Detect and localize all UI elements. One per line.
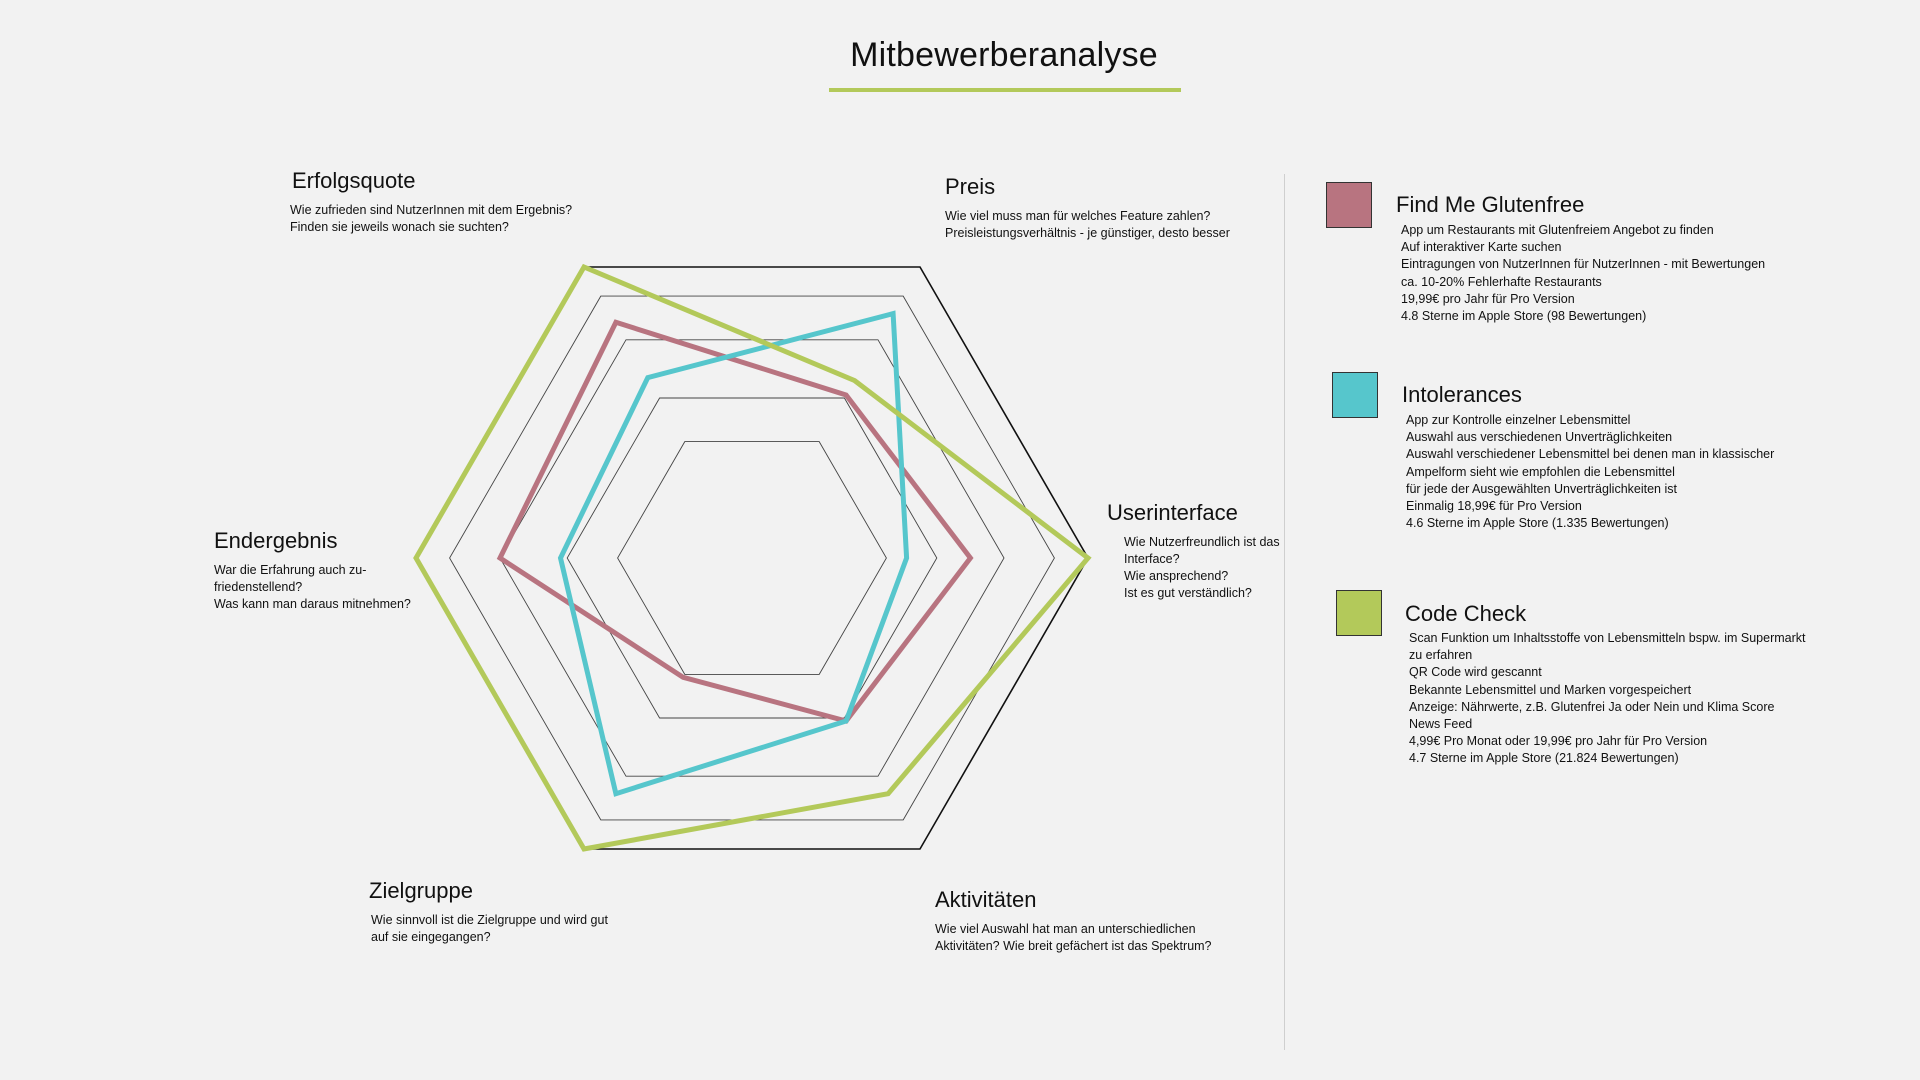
axis-description: Wie Nutzerfreundlich ist das Interface? … (1124, 535, 1280, 601)
legend-detail-line: Bekannte Lebensmittel und Marken vorgesp… (1409, 682, 1692, 697)
radar-grid-ring (449, 295, 1055, 821)
axis-label-preis: Preis Wie viel muss man für welches Feat… (945, 174, 1230, 242)
axis-title: Aktivitäten (935, 887, 1037, 912)
axis-label-endergebnis: Endergebnis War die Erfahrung auch zu- f… (214, 528, 411, 613)
axis-description: Wie viel Auswahl hat man an unterschiedl… (935, 922, 1212, 954)
radar-grid-ring (617, 441, 887, 675)
axis-description: War die Erfahrung auch zu- friedenstelle… (214, 563, 411, 612)
radar-series-code-check (413, 263, 1092, 852)
legend-detail-line: QR Code wird gescannt (1409, 665, 1542, 680)
legend-detail-line: Eintragungen von NutzerInnen für NutzerI… (1401, 257, 1766, 272)
legend-detail-line: Auswahl aus verschiedenen Unverträglichk… (1406, 430, 1673, 445)
legend-detail-line: 4,99€ Pro Monat oder 19,99€ pro Jahr für… (1409, 734, 1708, 749)
legend-detail-line: Scan Funktion um Inhaltsstoffe von Leben… (1409, 631, 1806, 645)
radar-chart (413, 263, 1092, 852)
legend-detail-line: 4.7 Sterne im Apple Store (21.824 Bewert… (1409, 751, 1679, 766)
legend-detail-line: Ampelform sieht wie empfohlen die Lebens… (1406, 464, 1675, 479)
axis-title: Erfolgsquote (292, 168, 416, 193)
title-underline (829, 88, 1181, 92)
radar-grid-ring (499, 339, 1005, 777)
legend-detail-line: für jede der Ausgewählten Unverträglichk… (1406, 481, 1677, 496)
legend-detail-line: 4.6 Sterne im Apple Store (1.335 Bewertu… (1406, 516, 1669, 531)
legend-name: Intolerances (1402, 382, 1522, 407)
axis-title: Userinterface (1107, 500, 1238, 525)
page-title: Mitbewerberanalyse (850, 36, 1158, 74)
axis-label-erfolgsquote: Erfolgsquote Wie zufrieden sind NutzerIn… (290, 168, 572, 236)
legend-detail-line: 19,99€ pro Jahr für Pro Version (1401, 291, 1575, 306)
legend-name: Find Me Glutenfree (1396, 192, 1585, 217)
legend-details: App zur Kontrolle einzelner Lebensmittel… (1406, 412, 1806, 532)
legend-name: Code Check (1405, 601, 1527, 626)
axis-title: Endergebnis (214, 528, 338, 553)
radar-series-intolerances (557, 310, 910, 797)
legend-detail-line: News Feed (1409, 717, 1473, 732)
legend-detail-line: ca. 10-20% Fehlerhafte Restaurants (1401, 274, 1602, 289)
axis-title: Preis (945, 174, 996, 199)
legend-swatch (1332, 372, 1378, 418)
legend-detail-line: App um Restaurants mit Glutenfreiem Ange… (1401, 223, 1714, 237)
legend-detail-line: 4.8 Sterne im Apple Store (98 Bewertunge… (1401, 309, 1647, 324)
legend-detail-line: App zur Kontrolle einzelner Lebensmittel (1406, 413, 1631, 427)
axis-label-aktivitaeten: Aktivitäten Wie viel Auswahl hat man an … (935, 887, 1212, 955)
radar-series-find-me-glutenfree (496, 319, 974, 724)
legend-detail-line: Auf interaktiver Karte suchen (1401, 240, 1562, 255)
legend-detail-line: Auswahl verschiedener Lebensmittel bei d… (1406, 447, 1775, 462)
axis-description: Wie viel muss man für welches Feature za… (945, 209, 1230, 241)
axis-title: Zielgruppe (369, 878, 473, 903)
legend-details: App um Restaurants mit Glutenfreiem Ange… (1401, 222, 1801, 325)
axis-description: Wie sinnvoll ist die Zielgruppe und wird… (371, 913, 608, 945)
radar-grid-ring (415, 266, 1089, 850)
axis-description: Wie zufrieden sind NutzerInnen mit dem E… (290, 203, 573, 235)
legend-details: Scan Funktion um Inhaltsstoffe von Leben… (1409, 630, 1809, 768)
legend-detail-line: Einmalig 18,99€ für Pro Version (1406, 499, 1582, 514)
radar-grid-ring (566, 397, 938, 719)
legend-detail-line: zu erfahren (1409, 648, 1473, 663)
axis-label-zielgruppe: Zielgruppe Wie sinnvoll ist die Zielgrup… (369, 878, 608, 946)
legend-swatch (1326, 182, 1372, 228)
legend-swatch (1336, 590, 1382, 636)
legend-detail-line: Anzeige: Nährwerte, z.B. Glutenfrei Ja o… (1409, 699, 1775, 714)
section-divider (1284, 174, 1285, 1050)
axis-label-userinterface: Userinterface Wie Nutzerfreundlich ist d… (1107, 500, 1280, 602)
